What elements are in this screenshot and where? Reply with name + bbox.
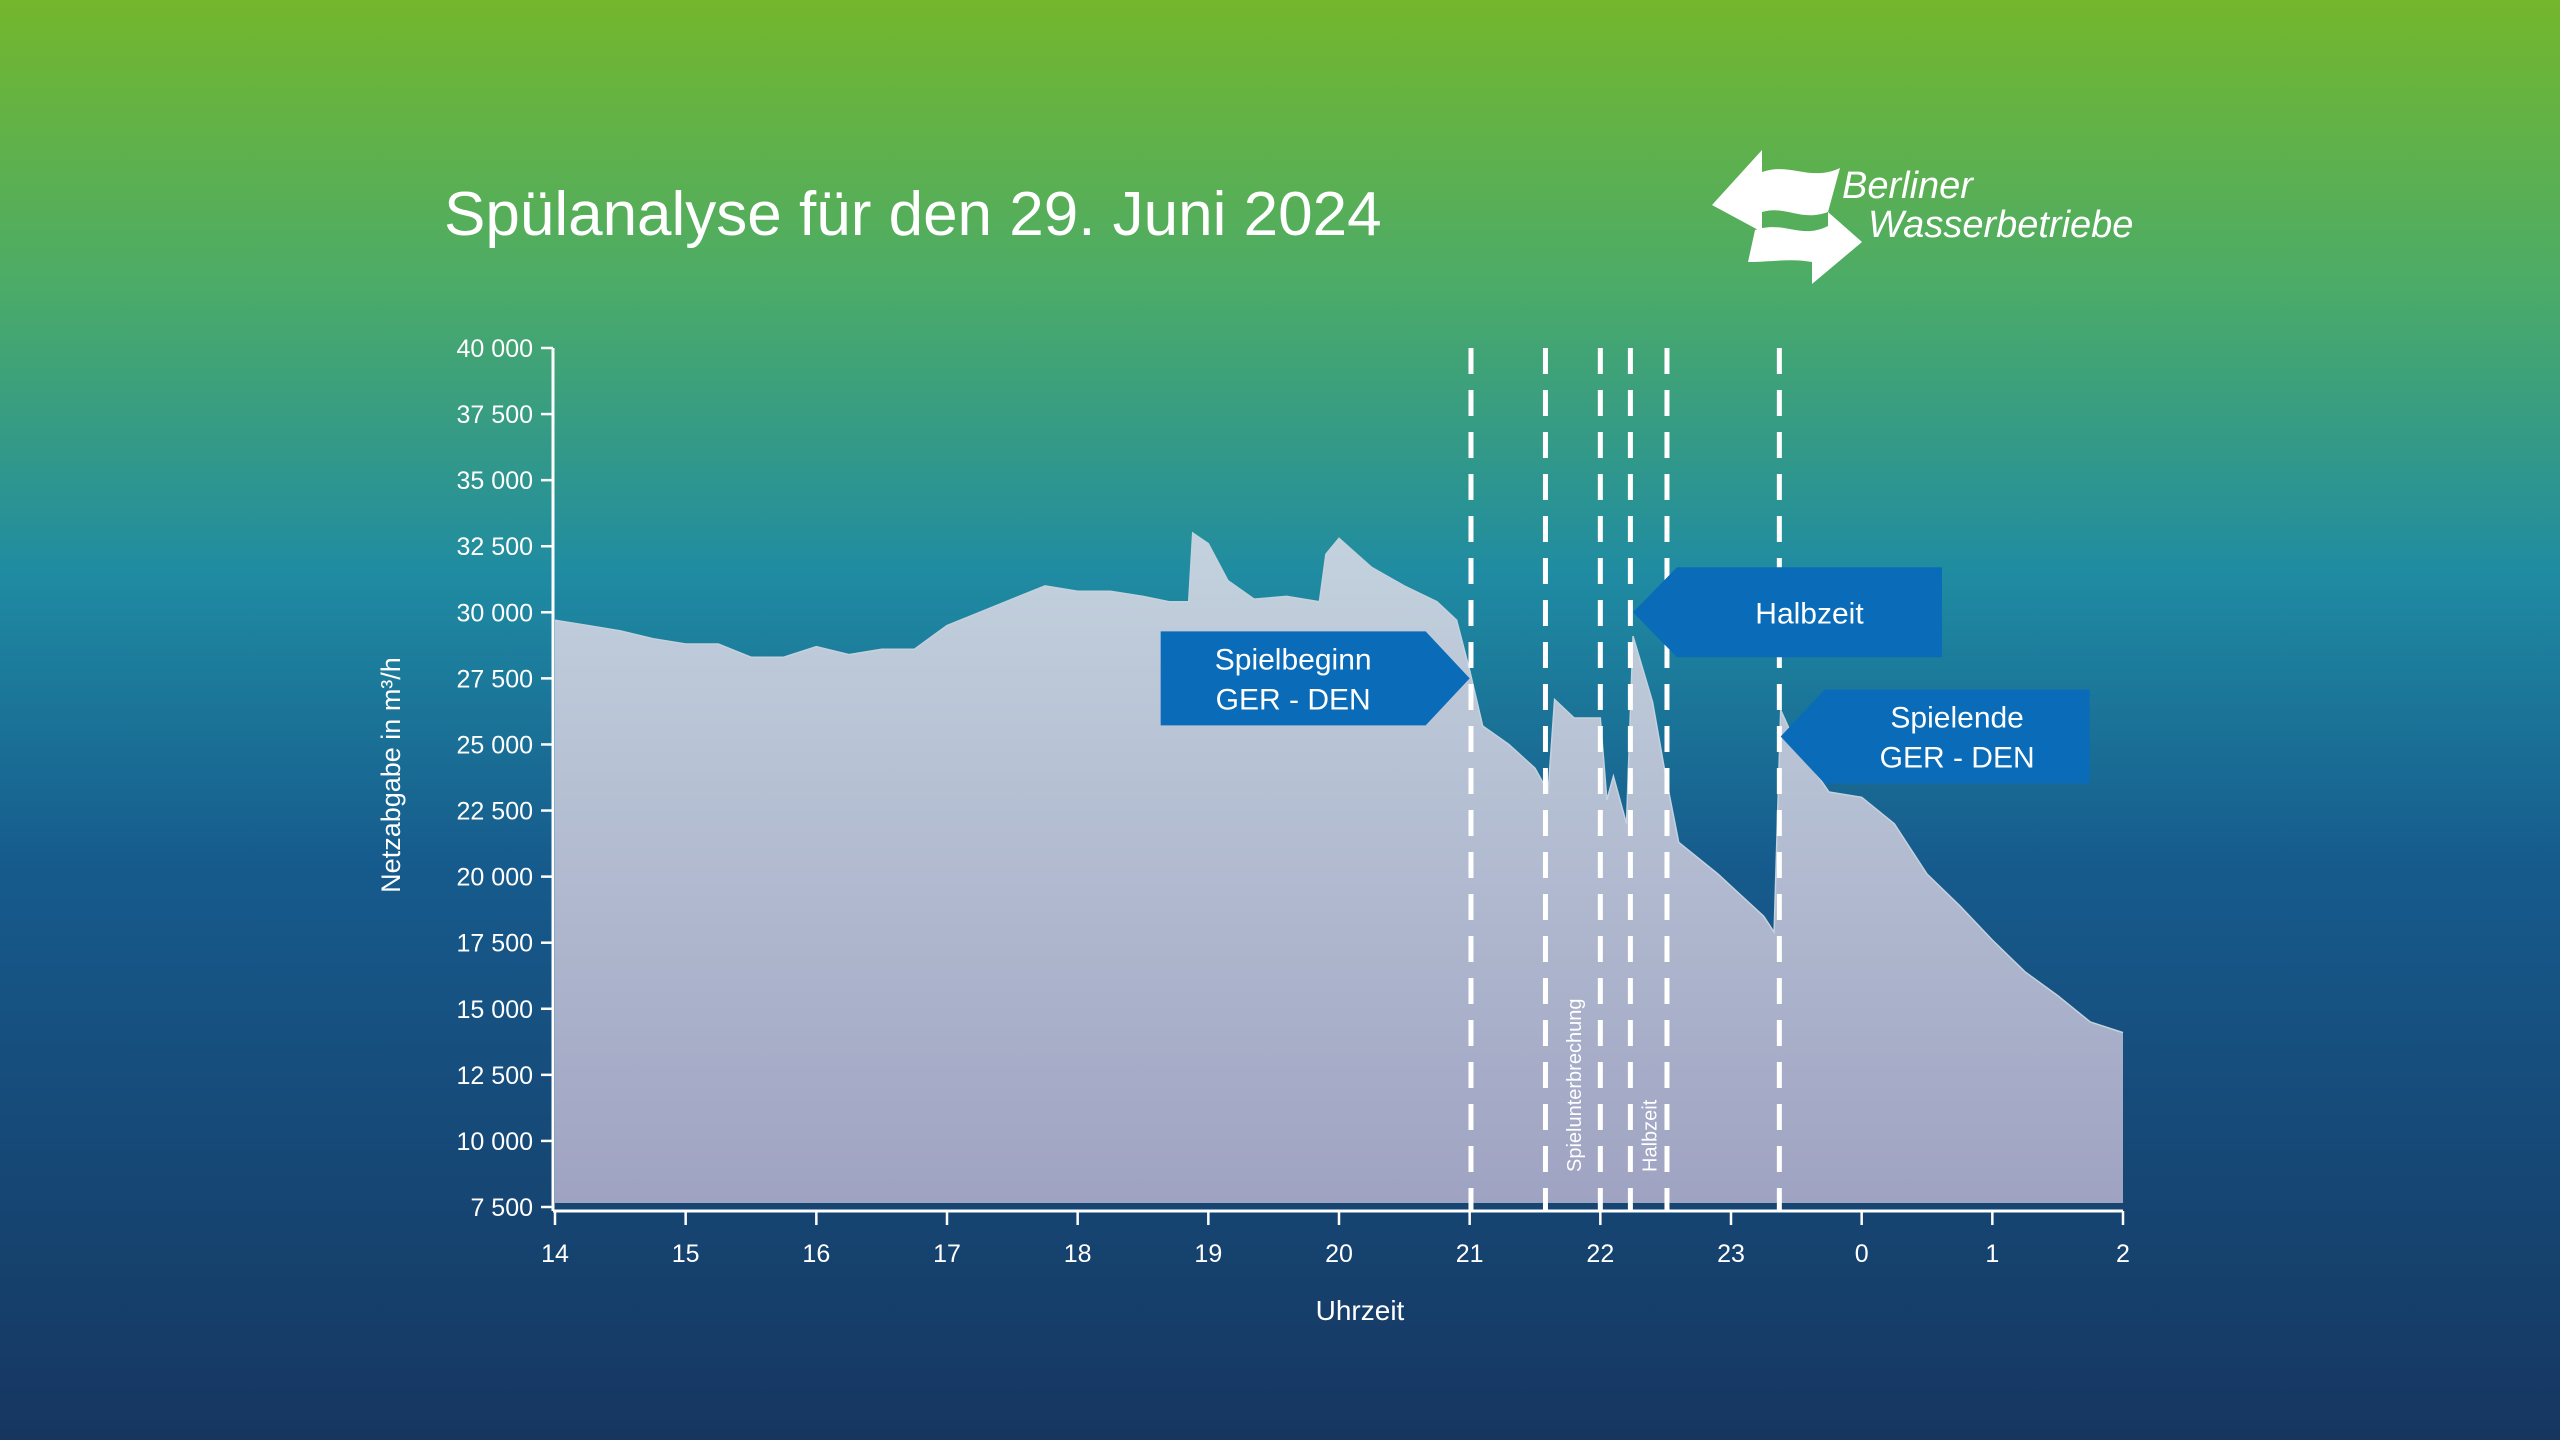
event-label: Spielunterbrechung [1564,999,1586,1172]
y-tick-label: 10 000 [457,1128,533,1156]
y-tick-label: 30 000 [457,599,533,627]
x-axis-label: Uhrzeit [1316,1295,1405,1326]
x-tick-label: 22 [1586,1240,1614,1268]
x-tick-label: 2 [2116,1240,2130,1268]
area-fill [555,533,2123,1203]
event-label: Halbzeit [1640,1099,1662,1172]
y-tick-label: 27 500 [457,665,533,693]
x-tick-label: 1 [1985,1240,1999,1268]
y-tick-label: 25 000 [457,731,533,759]
logo-arrow-right [1748,212,1862,284]
x-tick-label: 0 [1855,1240,1869,1268]
x-tick-label: 17 [933,1240,961,1268]
y-tick-label: 12 500 [457,1062,533,1090]
y-tick-label: 22 500 [457,798,533,826]
x-tick-label: 14 [541,1240,569,1268]
x-tick-label: 19 [1194,1240,1222,1268]
y-tick-label: 15 000 [457,996,533,1024]
logo-text: Berliner [1842,165,1974,207]
y-tick-label: 17 500 [457,930,533,958]
chart-title: Spülanalyse für den 29. Juni 2024 [444,180,1382,249]
y-tick-label: 7 500 [470,1194,533,1222]
y-tick-label: 32 500 [457,533,533,561]
y-axis-label: Netzabgabe in m³/h [376,657,406,893]
y-tick-label: 40 000 [457,335,533,363]
x-tick-label: 15 [672,1240,700,1268]
callout-box [1780,689,2090,784]
callout-text: GER - DEN [1880,742,2035,775]
logo: Berliner Wasserbetriebe [1712,150,2133,284]
y-tick-label: 37 500 [457,401,533,429]
callout-box [1160,631,1470,726]
y-tick-label: 20 000 [457,864,533,892]
callout-text: GER - DEN [1216,683,1371,716]
logo-text: Wasserbetriebe [1868,204,2133,246]
x-tick-label: 18 [1064,1240,1092,1268]
x-tick-label: 23 [1717,1240,1745,1268]
x-tick-label: 21 [1456,1240,1484,1268]
logo-arrow-left [1712,150,1840,232]
callout-text: Halbzeit [1755,597,1864,630]
callout-text: Spielbeginn [1215,643,1372,676]
x-tick-label: 16 [802,1240,830,1268]
callout-text: Spielende [1890,702,2023,735]
y-tick-label: 35 000 [457,467,533,495]
callout-box [1633,567,1942,658]
x-tick-label: 20 [1325,1240,1353,1268]
